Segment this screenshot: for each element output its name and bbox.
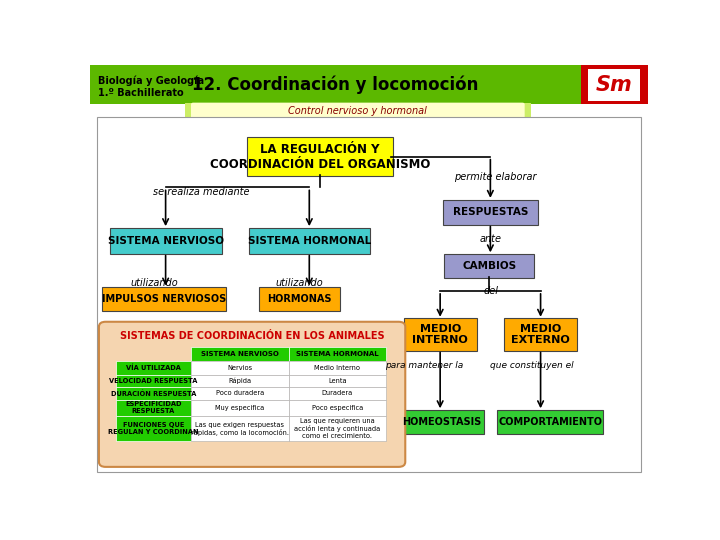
- FancyBboxPatch shape: [191, 387, 289, 400]
- FancyBboxPatch shape: [504, 319, 577, 351]
- FancyBboxPatch shape: [249, 228, 369, 254]
- Text: permite elaborar: permite elaborar: [454, 172, 536, 182]
- Text: IMPULSOS NERVIOSOS: IMPULSOS NERVIOSOS: [102, 294, 226, 305]
- FancyBboxPatch shape: [116, 375, 191, 387]
- FancyBboxPatch shape: [258, 287, 340, 312]
- Text: Nervios: Nervios: [228, 364, 253, 371]
- FancyBboxPatch shape: [191, 347, 289, 361]
- Text: Biología y Geología
1.º Bachillerato: Biología y Geología 1.º Bachillerato: [99, 75, 204, 98]
- FancyBboxPatch shape: [443, 199, 538, 225]
- Text: del: del: [483, 286, 498, 296]
- FancyBboxPatch shape: [289, 400, 387, 416]
- Text: 12. Coordinación y locomoción: 12. Coordinación y locomoción: [192, 76, 479, 94]
- Text: Muy especifica: Muy especifica: [215, 405, 264, 411]
- Text: DURACIÓN RESPUESTA: DURACIÓN RESPUESTA: [111, 390, 196, 396]
- Text: ante: ante: [480, 234, 502, 245]
- Text: SISTEMA HORMONAL: SISTEMA HORMONAL: [296, 351, 379, 357]
- Text: SISTEMA NERVIOSO: SISTEMA NERVIOSO: [107, 236, 224, 246]
- Text: Las que requieren una
acción lenta y continuada
como el crecimiento.: Las que requieren una acción lenta y con…: [294, 418, 381, 439]
- Text: HOMEOSTASIS: HOMEOSTASIS: [402, 417, 482, 427]
- Text: MEDIO
INTERNO: MEDIO INTERNO: [413, 324, 468, 346]
- FancyBboxPatch shape: [191, 361, 289, 375]
- FancyBboxPatch shape: [109, 228, 222, 254]
- Text: LA REGULACIÓN Y
COORDINACIÓN DEL ORGANISMO: LA REGULACIÓN Y COORDINACIÓN DEL ORGANIS…: [210, 143, 431, 171]
- FancyBboxPatch shape: [191, 103, 525, 120]
- Text: se realiza mediante: se realiza mediante: [153, 187, 250, 197]
- FancyBboxPatch shape: [289, 347, 387, 361]
- FancyBboxPatch shape: [248, 137, 393, 176]
- Text: utilizando: utilizando: [130, 278, 178, 288]
- Text: SISTEMAS DE COORDINACIÓN EN LOS ANIMALES: SISTEMAS DE COORDINACIÓN EN LOS ANIMALES: [120, 331, 384, 341]
- Text: para mantener la: para mantener la: [384, 361, 463, 369]
- Text: VÍA UTILIZADA: VÍA UTILIZADA: [126, 364, 181, 371]
- Text: VELOCIDAD RESPUESTA: VELOCIDAD RESPUESTA: [109, 378, 197, 384]
- Text: Medio Interno: Medio Interno: [315, 364, 361, 371]
- FancyBboxPatch shape: [90, 65, 648, 104]
- Text: ESPECIFICIDAD
RESPUESTA: ESPECIFICIDAD RESPUESTA: [125, 401, 181, 414]
- Text: Poco duradera: Poco duradera: [216, 390, 264, 396]
- FancyBboxPatch shape: [581, 65, 648, 104]
- Text: Control nervioso y hormonal: Control nervioso y hormonal: [289, 106, 427, 116]
- FancyBboxPatch shape: [96, 117, 642, 472]
- Text: COMPORTAMIENTO: COMPORTAMIENTO: [498, 417, 602, 427]
- Text: Sm: Sm: [595, 75, 632, 95]
- Text: SISTEMA NERVIOSO: SISTEMA NERVIOSO: [201, 351, 279, 357]
- FancyBboxPatch shape: [116, 400, 191, 416]
- FancyBboxPatch shape: [191, 400, 289, 416]
- FancyBboxPatch shape: [289, 387, 387, 400]
- FancyBboxPatch shape: [497, 410, 603, 434]
- Text: HORMONAS: HORMONAS: [267, 294, 331, 305]
- Text: CAMBIOS: CAMBIOS: [462, 261, 516, 271]
- FancyBboxPatch shape: [444, 254, 534, 278]
- Text: Duradera: Duradera: [322, 390, 353, 396]
- Text: RESPUESTAS: RESPUESTAS: [453, 207, 528, 217]
- FancyBboxPatch shape: [191, 416, 289, 441]
- Text: utilizando: utilizando: [275, 278, 323, 288]
- FancyBboxPatch shape: [289, 416, 387, 441]
- FancyBboxPatch shape: [116, 361, 191, 375]
- FancyBboxPatch shape: [289, 361, 387, 375]
- FancyBboxPatch shape: [191, 375, 289, 387]
- FancyBboxPatch shape: [400, 410, 484, 434]
- FancyBboxPatch shape: [102, 287, 225, 312]
- Text: FUNCIONES QUE
REGULAN Y COORDINAN: FUNCIONES QUE REGULAN Y COORDINAN: [108, 422, 199, 435]
- FancyBboxPatch shape: [404, 319, 477, 351]
- FancyBboxPatch shape: [116, 416, 191, 441]
- Text: MEDIO
EXTERNO: MEDIO EXTERNO: [511, 324, 570, 346]
- Text: Lenta: Lenta: [328, 378, 347, 384]
- FancyBboxPatch shape: [588, 69, 639, 102]
- Text: Rápida: Rápida: [228, 377, 251, 384]
- Text: SISTEMA HORMONAL: SISTEMA HORMONAL: [248, 236, 371, 246]
- FancyBboxPatch shape: [289, 375, 387, 387]
- Text: que constituyen el: que constituyen el: [490, 361, 574, 369]
- Text: Poco especifica: Poco especifica: [312, 405, 363, 411]
- FancyBboxPatch shape: [116, 387, 191, 400]
- FancyBboxPatch shape: [185, 103, 531, 119]
- Text: Las que exigen respuestas
rápidas, como la locomoción.: Las que exigen respuestas rápidas, como …: [191, 422, 289, 436]
- FancyBboxPatch shape: [99, 322, 405, 467]
